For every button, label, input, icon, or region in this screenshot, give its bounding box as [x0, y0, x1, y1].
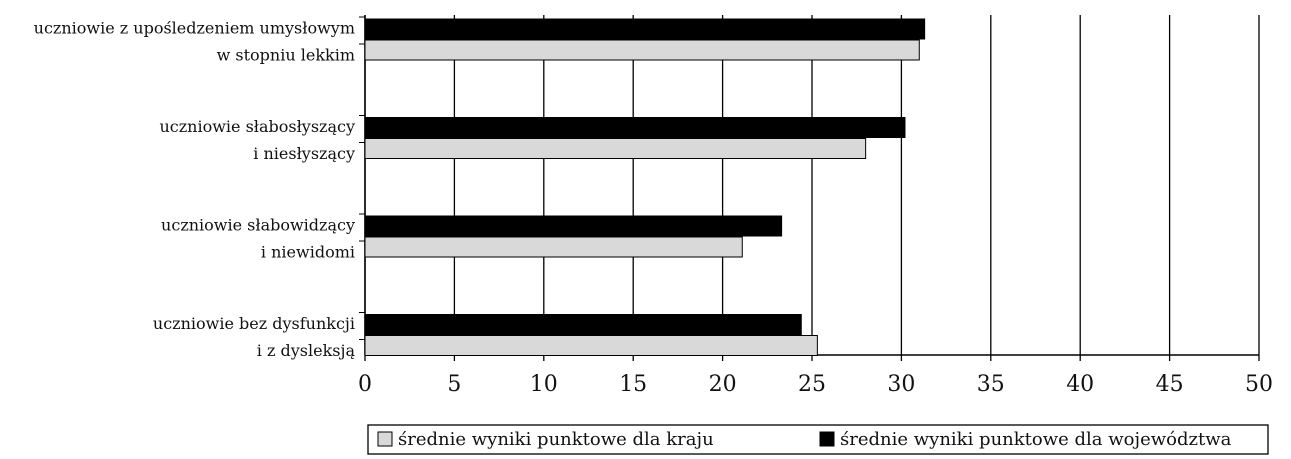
- legend-label: średnie wyniki punktowe dla kraju: [398, 429, 714, 450]
- y-tick-label: uczniowie słabowidzący: [161, 216, 355, 235]
- bar: [364, 18, 926, 40]
- bar: [364, 236, 743, 258]
- y-tick-label: i niesłyszący: [253, 144, 355, 163]
- y-tick-label: i z dysleksją: [257, 341, 356, 360]
- bar: [364, 138, 867, 159]
- y-tick-label: i niewidomi: [261, 243, 355, 262]
- y-tick-label: w stopniu lekkim: [217, 46, 355, 65]
- bar: [364, 117, 906, 138]
- x-tick-label: 20: [709, 372, 737, 397]
- legend-swatch: [377, 431, 393, 447]
- y-tick-label: uczniowie z upośledzeniem umysłowym: [34, 19, 355, 38]
- bar: [364, 314, 802, 335]
- x-tick-label: 0: [358, 372, 372, 397]
- x-tick-label: 15: [619, 372, 647, 397]
- x-tick-label: 40: [1066, 372, 1094, 397]
- x-tick-label: 45: [1156, 372, 1184, 397]
- x-tick-label: 25: [798, 372, 826, 397]
- y-tick-label: uczniowie bez dysfunkcji: [153, 314, 355, 333]
- legend-box: [367, 424, 1269, 455]
- legend-swatch: [819, 431, 835, 447]
- x-tick-label: 10: [530, 372, 558, 397]
- bar: [364, 39, 920, 61]
- x-tick-label: 50: [1245, 372, 1273, 397]
- x-tick-label: 5: [447, 372, 461, 397]
- bar: [364, 215, 783, 237]
- x-tick-label: 35: [977, 372, 1005, 397]
- legend-label: średnie wyniki punktowe dla województwa: [840, 429, 1232, 450]
- y-tick-label: uczniowie słabosłyszący: [159, 117, 355, 136]
- x-tick-label: 30: [887, 372, 915, 397]
- bar: [364, 335, 818, 356]
